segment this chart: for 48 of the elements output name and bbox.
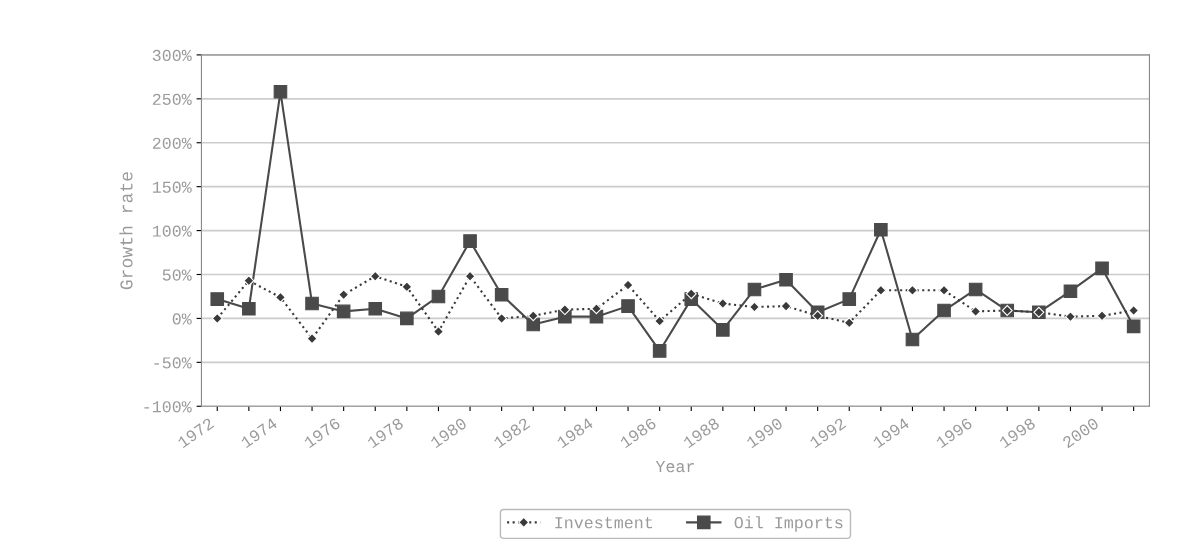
- point: [1126, 319, 1141, 334]
- point: [748, 301, 760, 313]
- y-tick-label: 200%: [152, 137, 192, 149]
- point: [559, 304, 571, 316]
- y-tick-label: 50%: [162, 269, 192, 281]
- point: [717, 298, 729, 309]
- point: [843, 317, 855, 329]
- point: [968, 282, 983, 297]
- point: [401, 281, 413, 293]
- point: [779, 272, 793, 287]
- point: [336, 304, 351, 319]
- point: [494, 287, 509, 302]
- point: [1095, 261, 1109, 276]
- point: [400, 311, 414, 326]
- point: [842, 292, 857, 306]
- y-tick-label: 0%: [172, 313, 192, 325]
- point: [368, 301, 383, 316]
- point: [273, 84, 288, 99]
- point: [431, 289, 446, 304]
- legend-label: Investment: [555, 517, 653, 529]
- point: [243, 275, 255, 287]
- y-tick-label: -100%: [144, 401, 192, 413]
- point: [905, 332, 920, 347]
- point: [652, 344, 667, 358]
- x-axis-title: Year: [655, 461, 694, 473]
- y-tick-label: 100%: [152, 225, 192, 237]
- point: [590, 303, 602, 315]
- y-tick-label: -50%: [154, 357, 192, 369]
- point: [526, 317, 541, 332]
- point: [242, 301, 256, 316]
- y-tick-label: 150%: [152, 181, 192, 193]
- point: [210, 292, 225, 306]
- point: [1063, 284, 1078, 298]
- point: [812, 310, 824, 322]
- point: [305, 296, 319, 311]
- point: [937, 303, 951, 318]
- legend-label: Oil Imports: [734, 516, 843, 532]
- point: [747, 282, 762, 297]
- y-tick-label: 300%: [152, 49, 192, 62]
- point: [685, 288, 697, 300]
- point: [527, 310, 539, 322]
- point: [1096, 310, 1108, 322]
- y-tick-label: 250%: [152, 93, 192, 106]
- point: [463, 234, 477, 248]
- point: [874, 222, 888, 237]
- point: [621, 299, 635, 313]
- y-axis-title: Growth rate: [119, 172, 133, 290]
- point: [716, 323, 730, 337]
